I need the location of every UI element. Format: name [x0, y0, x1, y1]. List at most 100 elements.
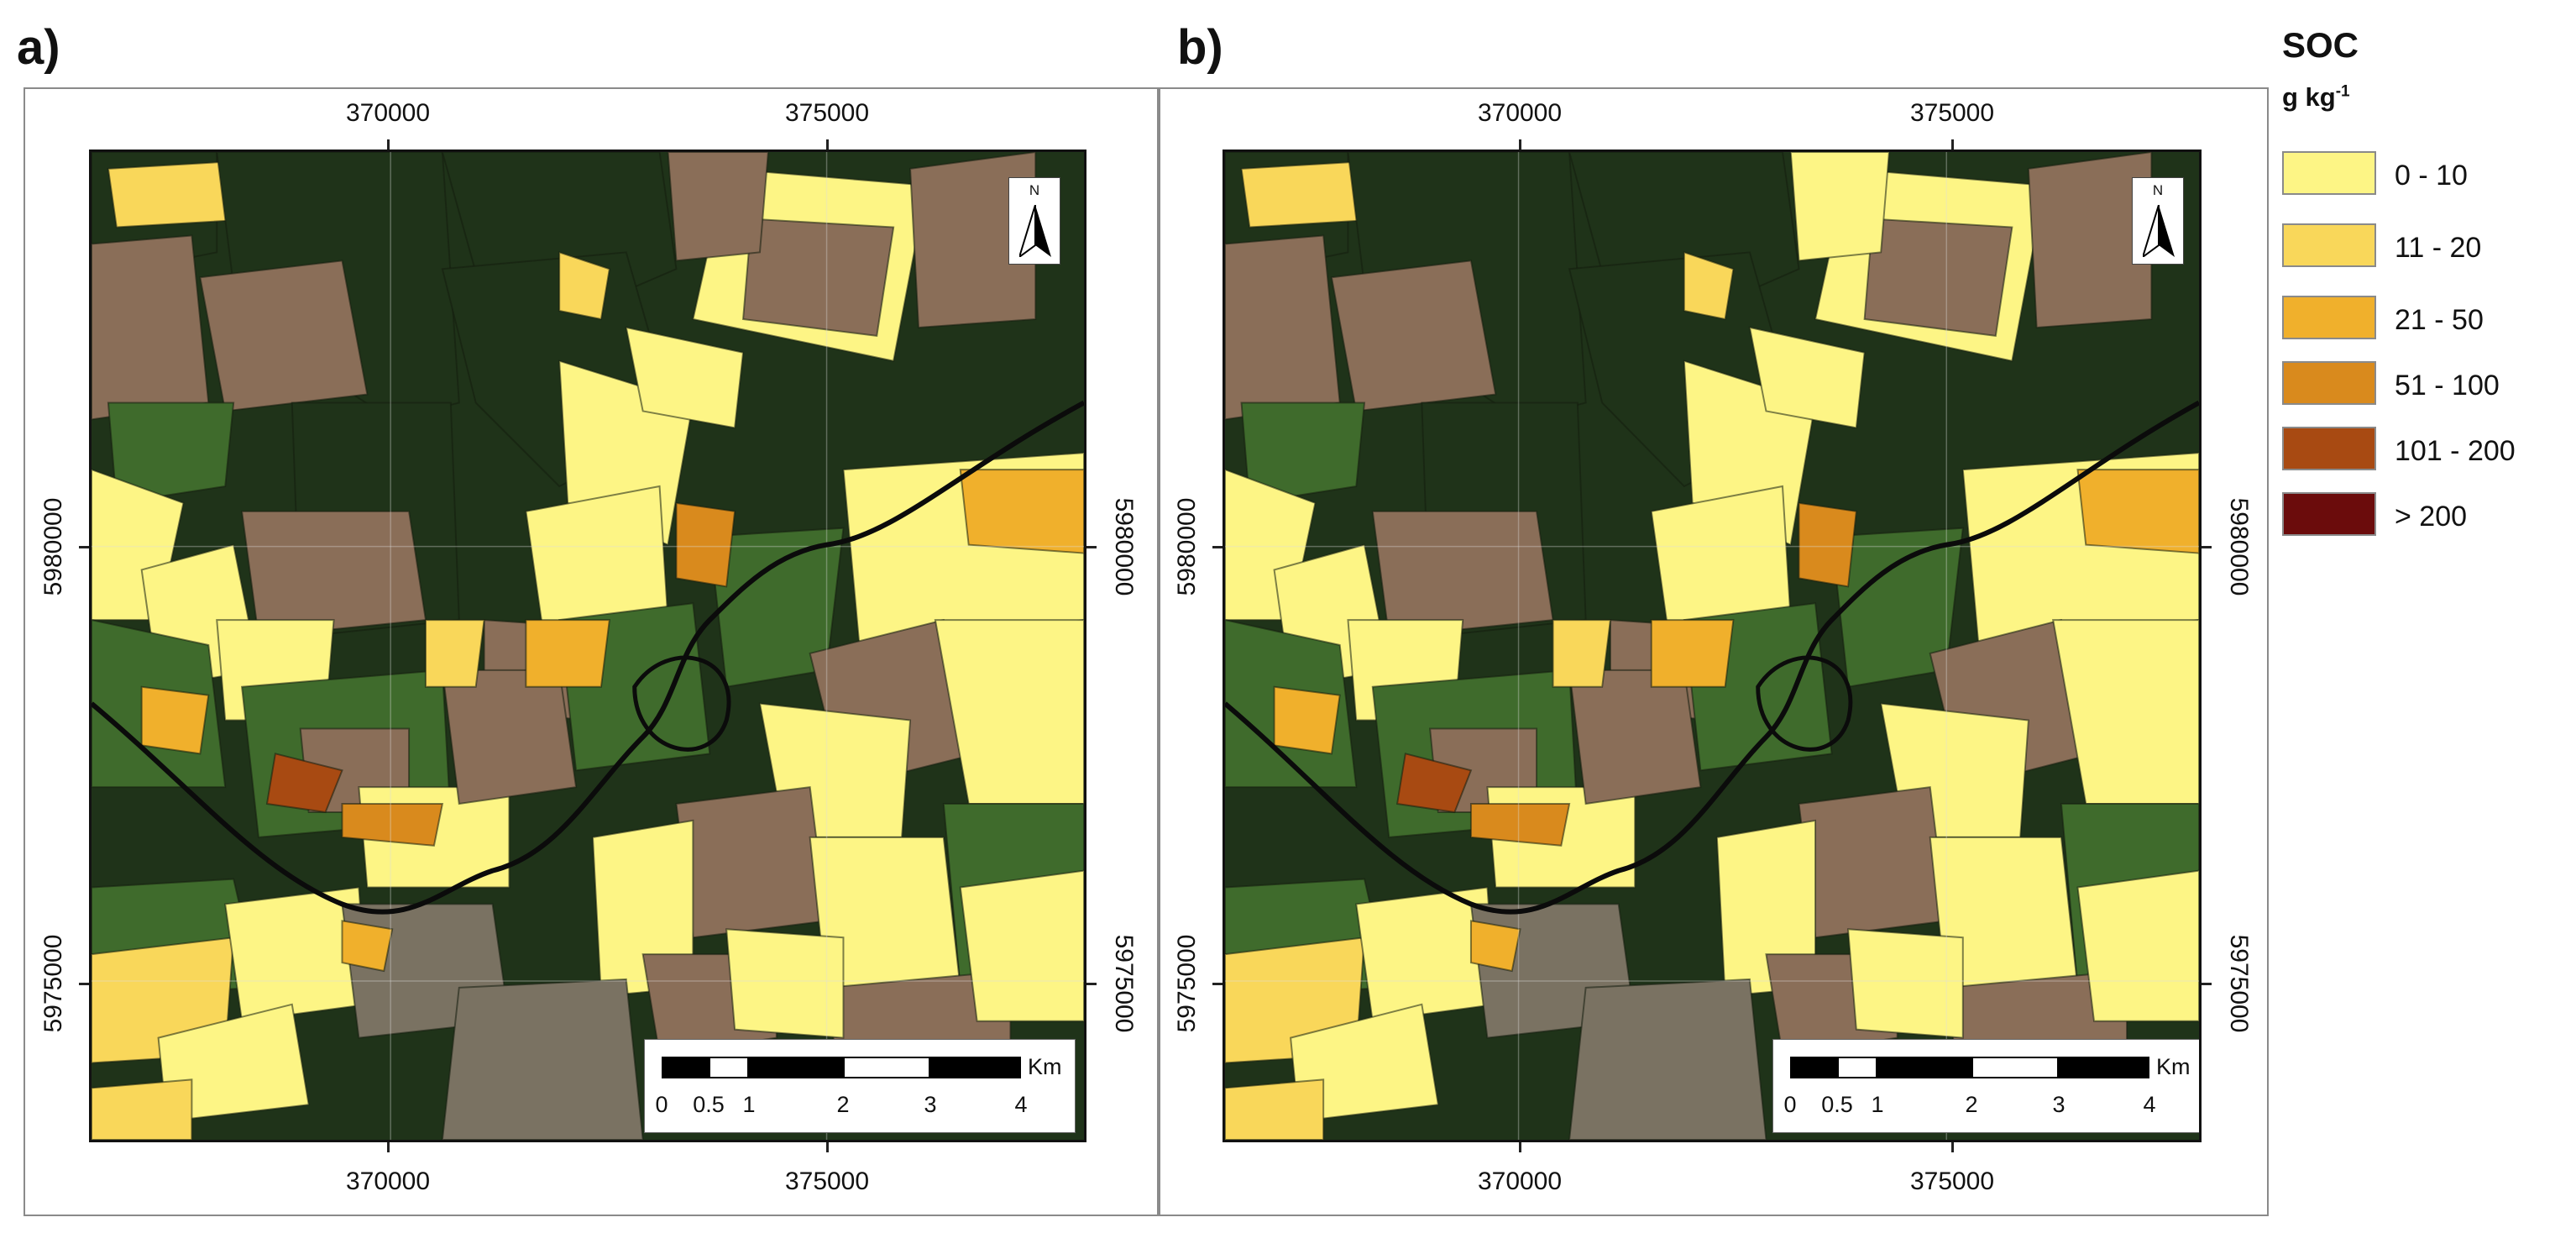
- scale-label: 1: [1871, 1092, 1884, 1117]
- scale-label: 0: [655, 1092, 668, 1117]
- legend-unit: g kg-1: [2282, 82, 2350, 112]
- northing-label: 5980000: [39, 497, 67, 596]
- land-parcel: [1330, 260, 1497, 412]
- soc-field: [1552, 619, 1612, 688]
- map-a[interactable]: N Km 0 0.5 1 2 3 4: [89, 150, 1086, 1142]
- satellite-imagery-b: [1225, 152, 2199, 1140]
- panel-label-a: a): [17, 20, 60, 75]
- legend-swatch: [2282, 427, 2376, 470]
- soc-field: [92, 1078, 193, 1140]
- legend-item: 101 - 200: [2282, 427, 2568, 482]
- soc-field: [265, 753, 343, 814]
- soc-field: [934, 619, 1084, 805]
- soc-field: [1683, 251, 1735, 321]
- soc-field: [525, 485, 669, 630]
- soc-field: [959, 869, 1084, 1022]
- soc-field: [1847, 928, 1964, 1039]
- scale-bar-b: Km 0 0.5 1 2 3 4: [1772, 1039, 2199, 1133]
- scale-label: 0.5: [1821, 1092, 1853, 1117]
- land-parcel: [909, 152, 1037, 328]
- scale-unit: Km: [2156, 1054, 2191, 1079]
- scale-label: 3: [924, 1092, 937, 1117]
- scale-label: 2: [836, 1092, 850, 1117]
- land-parcel: [1371, 510, 1554, 638]
- legend-label: 101 - 200: [2395, 435, 2516, 467]
- soc-field: [1798, 501, 1857, 588]
- easting-label: 375000: [1909, 99, 1995, 127]
- river: [92, 400, 1084, 915]
- legend-label: > 200: [2395, 501, 2468, 533]
- northing-label: 5975000: [39, 934, 67, 1033]
- land-parcel: [441, 669, 578, 805]
- soc-field: [725, 928, 845, 1039]
- scale-label: 1: [742, 1092, 756, 1117]
- land-parcel: [1568, 669, 1702, 805]
- scale-label: 4: [2143, 1092, 2156, 1117]
- land-parcel: [107, 401, 235, 505]
- scale-label: 0: [1783, 1092, 1797, 1117]
- north-arrow-b: N: [2132, 177, 2184, 265]
- land-parcel: [441, 978, 644, 1140]
- soc-field: [1789, 152, 1890, 262]
- panel-label-b: b): [1177, 20, 1223, 75]
- soc-field: [525, 619, 610, 688]
- scale-label: 2: [1965, 1092, 1978, 1117]
- legend-label: 21 - 50: [2395, 304, 2484, 336]
- soc-field: [140, 685, 210, 755]
- soc-field: [1225, 1078, 1325, 1140]
- river-meander: [1756, 655, 1853, 752]
- river: [1225, 400, 2199, 915]
- land-parcel: [240, 510, 427, 638]
- northing-label: 5980000: [2225, 497, 2253, 596]
- soc-field: [2076, 869, 2199, 1022]
- easting-label: 375000: [784, 99, 870, 127]
- easting-label: 370000: [1477, 99, 1563, 127]
- land-parcel: [2027, 152, 2153, 328]
- legend-item: 21 - 50: [2282, 296, 2568, 351]
- map-b[interactable]: N Km 0 0.5 1 2 3 4: [1223, 150, 2202, 1142]
- soc-field: [1469, 803, 1571, 847]
- scale-label: 3: [2052, 1092, 2066, 1117]
- soc-field: [675, 501, 736, 588]
- land-parcel: [667, 152, 769, 262]
- scale-label: 4: [1014, 1092, 1028, 1117]
- soc-field: [1395, 753, 1473, 814]
- legend-label: 51 - 100: [2395, 370, 2500, 401]
- legend-item: 11 - 20: [2282, 223, 2568, 279]
- soc-field: [424, 619, 485, 688]
- legend-item: 51 - 100: [2282, 361, 2568, 417]
- land-parcel: [1863, 218, 2013, 337]
- legend-swatch: [2282, 296, 2376, 339]
- soc-field: [341, 803, 444, 847]
- legend-item: 0 - 10: [2282, 151, 2568, 207]
- scale-label: 0.5: [693, 1092, 725, 1117]
- soc-field: [1748, 326, 1866, 429]
- scale-unit: Km: [1028, 1054, 1062, 1079]
- land-parcel: [92, 234, 210, 421]
- soc-field: [1273, 685, 1341, 755]
- soc-field: [2076, 469, 2199, 554]
- soc-field: [625, 326, 745, 429]
- north-arrow-icon: [2143, 205, 2175, 257]
- land-parcel: [1240, 401, 1366, 505]
- soc-field: [959, 469, 1084, 554]
- soc-field: [1650, 485, 1792, 630]
- land-parcel: [1568, 978, 1767, 1140]
- easting-label: 370000: [345, 99, 431, 127]
- easting-label: 375000: [784, 1167, 870, 1195]
- soc-field: [341, 920, 394, 973]
- easting-label: 370000: [345, 1167, 431, 1195]
- soc-field: [558, 251, 610, 321]
- land-parcel: [1798, 786, 1948, 939]
- northing-label: 5980000: [1173, 497, 1201, 596]
- easting-label: 375000: [1909, 1167, 1995, 1195]
- legend-swatch: [2282, 361, 2376, 405]
- land-parcel: [675, 786, 828, 939]
- scale-bar-a: Km 0 0.5 1 2 3 4: [644, 1039, 1076, 1133]
- north-arrow-a: N: [1008, 177, 1060, 265]
- legend-swatch: [2282, 151, 2376, 195]
- northing-label: 5975000: [1173, 934, 1201, 1033]
- satellite-imagery-a: [92, 152, 1084, 1140]
- legend-item: > 200: [2282, 492, 2568, 548]
- northing-label: 5975000: [2225, 934, 2253, 1033]
